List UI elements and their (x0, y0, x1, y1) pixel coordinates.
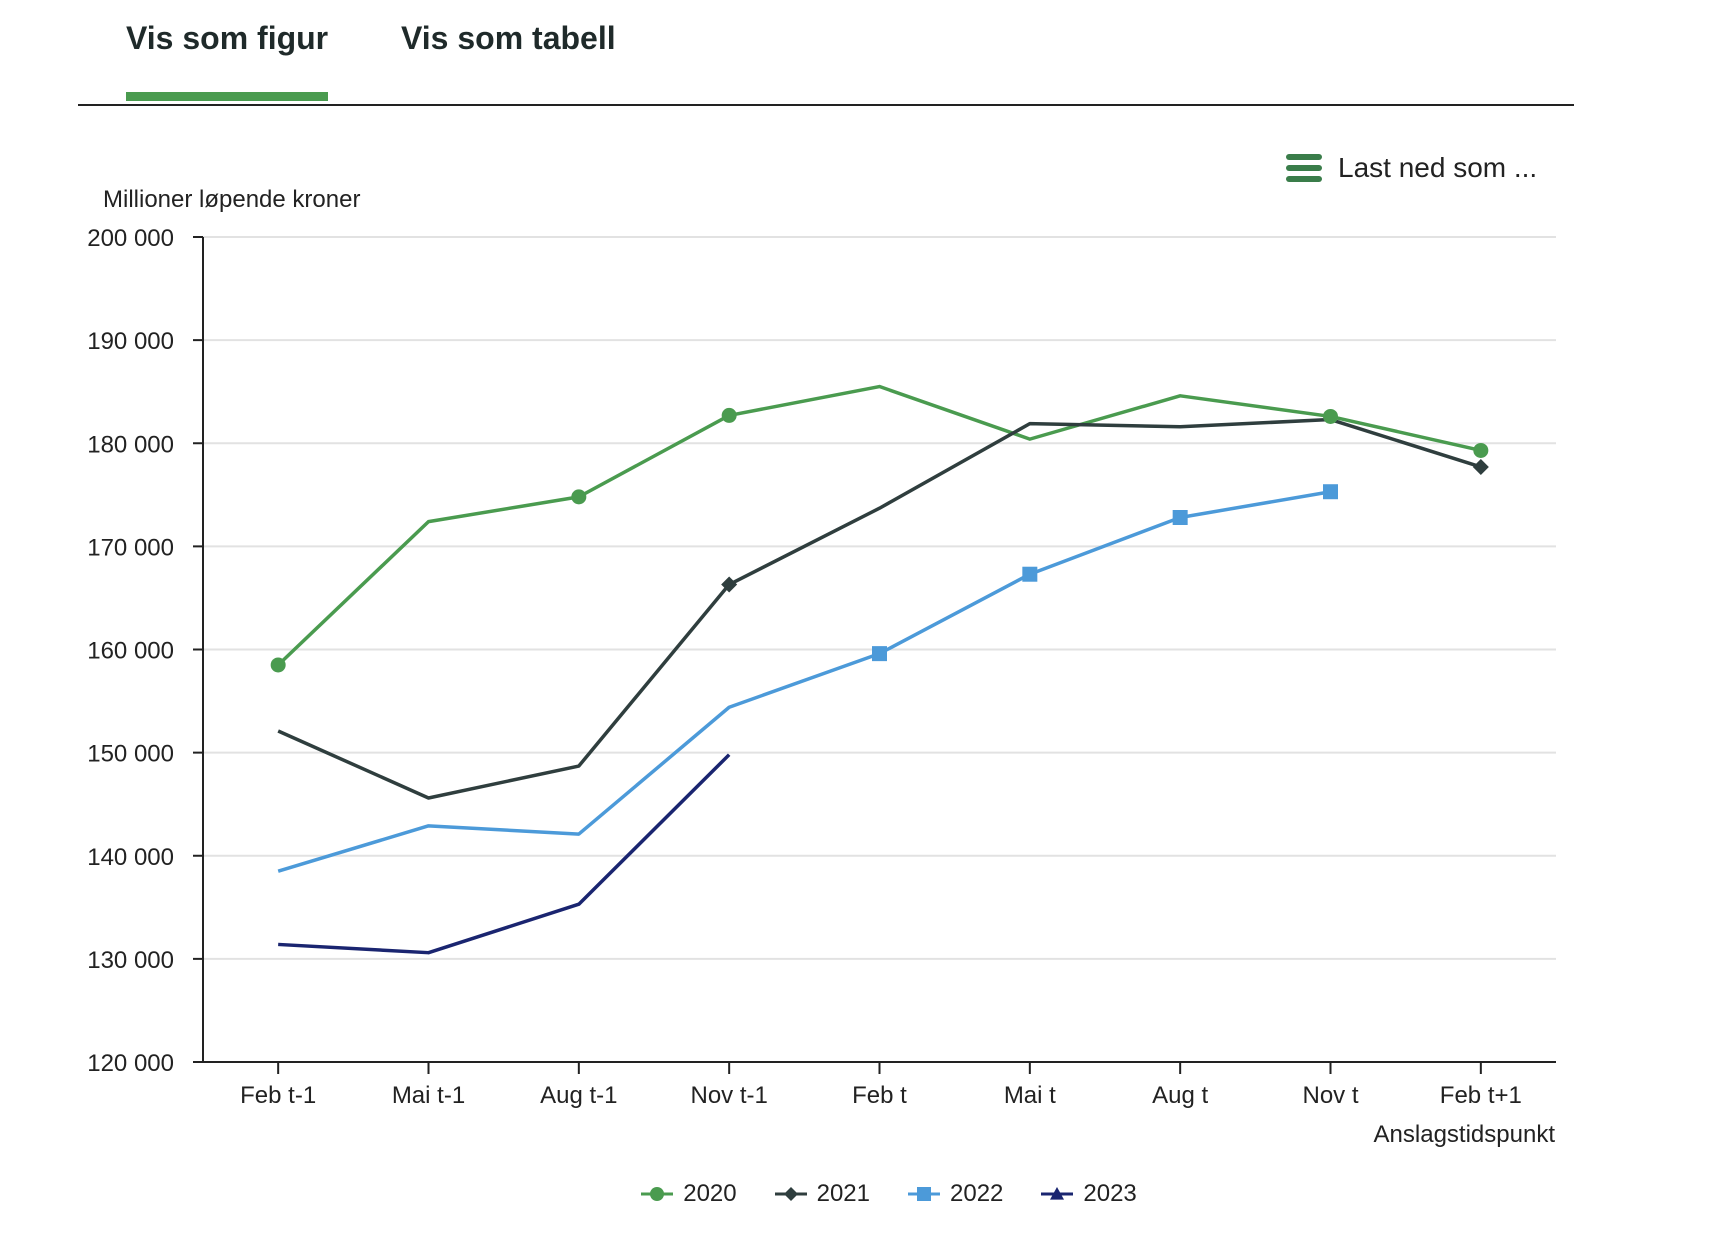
data-point-2022[interactable] (1323, 484, 1338, 500)
x-tick-label: Aug t (1152, 1082, 1208, 1109)
legend-item-2020[interactable]: 2020 (639, 1180, 737, 1208)
legend-symbol-triangle (1041, 1187, 1074, 1200)
data-point-2020[interactable] (571, 489, 587, 505)
data-point-2020[interactable] (721, 407, 737, 423)
y-tick-label: 160 000 (87, 638, 174, 665)
y-tick-label: 150 000 (87, 741, 174, 768)
tab-bar: Vis som figur Vis som tabell (78, 0, 1574, 106)
legend-marker (917, 1187, 931, 1201)
legend-symbol-square (908, 1187, 940, 1201)
y-tick-label: 120 000 (87, 1050, 174, 1077)
series-lines (276, 384, 1482, 955)
data-point-2021[interactable] (1472, 458, 1489, 475)
x-tick-label: Feb t-1 (240, 1082, 316, 1109)
y-tick-label: 200 000 (87, 225, 174, 252)
chart-legend: 2020 2021 2022 2023 (0, 1180, 1716, 1208)
legend-symbol-diamond (774, 1187, 807, 1201)
x-tick-label: Nov t (1302, 1082, 1358, 1109)
series-line-2022[interactable] (277, 489, 1331, 873)
y-tick-label: 180 000 (87, 431, 174, 458)
series-line-2021[interactable] (277, 417, 1482, 800)
data-point-2020[interactable] (1323, 408, 1338, 424)
legend-label: 2021 (816, 1180, 870, 1207)
download-label: Last ned som ... (1338, 152, 1538, 183)
legend-item-2023[interactable]: 2023 (1039, 1180, 1137, 1208)
grid-lines (203, 236, 1556, 960)
tab-vis-som-tabell[interactable]: Vis som tabell (401, 20, 616, 56)
data-point-2020[interactable] (270, 657, 286, 673)
legend-item-2022[interactable]: 2022 (906, 1180, 1003, 1208)
legend-marker (1050, 1187, 1065, 1200)
menu-icon (1286, 154, 1322, 182)
y-tick-label: 140 000 (87, 844, 174, 871)
data-point-2021[interactable] (721, 576, 738, 593)
x-tick-label: Aug t-1 (540, 1082, 617, 1109)
series-markers (270, 407, 1489, 673)
series-line-2020[interactable] (276, 384, 1482, 667)
legend-label: 2022 (950, 1180, 1004, 1207)
legend-symbol-circle (641, 1187, 674, 1201)
legend-label: 2020 (683, 1180, 737, 1207)
x-tick-label: Nov t-1 (690, 1082, 767, 1109)
x-tick-label: Feb t (852, 1082, 907, 1109)
y-tick-label: 130 000 (87, 947, 174, 974)
data-point-2020[interactable] (1473, 442, 1489, 458)
x-axis-title: Anslagstidspunkt (1374, 1121, 1556, 1148)
axes: 120 000 130 000 140 000 150 000 160 000 170 0… (87, 225, 1556, 1109)
x-tick-label: Feb t+1 (1440, 1082, 1522, 1109)
legend-label: 2023 (1083, 1180, 1137, 1207)
y-tick-label: 170 000 (87, 534, 174, 561)
legend-marker (650, 1187, 665, 1201)
series-line-2023[interactable] (278, 753, 731, 955)
legend-marker (783, 1187, 798, 1201)
x-tick-label: Mai t-1 (392, 1082, 465, 1109)
legend-item-2021[interactable]: 2021 (773, 1180, 870, 1208)
tab-vis-som-figur[interactable]: Vis som figur (126, 20, 329, 101)
download-button[interactable]: Last ned som ... (1286, 152, 1537, 184)
y-axis-title: Millioner løpende kroner (103, 186, 360, 213)
data-point-2022[interactable] (1172, 510, 1188, 525)
data-point-2022[interactable] (1022, 566, 1038, 582)
x-tick-label: Mai t (1004, 1082, 1056, 1109)
y-tick-label: 190 000 (87, 328, 174, 355)
data-point-2022[interactable] (872, 646, 887, 662)
